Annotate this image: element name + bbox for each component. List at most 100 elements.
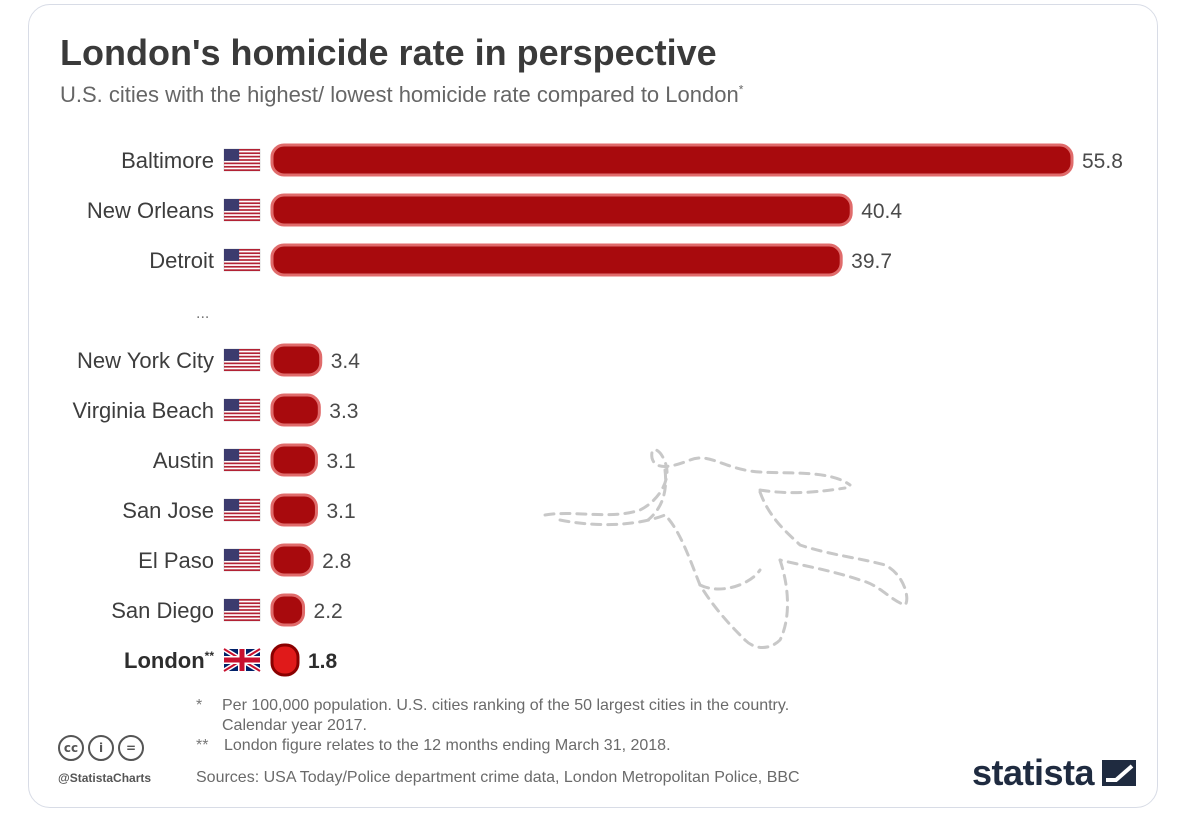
no-derivatives-icon: = bbox=[118, 735, 144, 761]
flag-stripe bbox=[224, 152, 260, 155]
flag-stripe bbox=[224, 455, 260, 458]
us-flag-icon bbox=[223, 198, 261, 222]
flag-canton bbox=[224, 449, 240, 461]
category-label: San Diego bbox=[111, 598, 214, 623]
flag-stripe bbox=[224, 565, 260, 568]
flag-stripe bbox=[224, 169, 260, 171]
chart-row: Detroit 39.7 bbox=[149, 243, 892, 277]
flag-stripe bbox=[224, 512, 260, 515]
flag-stripe bbox=[224, 549, 260, 551]
statista-logo-icon bbox=[1102, 760, 1137, 786]
flag-stripe bbox=[224, 149, 260, 151]
us-flag-icon bbox=[223, 498, 261, 522]
chart-row: Virginia Beach 3.3 bbox=[73, 393, 359, 427]
value-label: 1.8 bbox=[308, 650, 338, 673]
us-flag-icon bbox=[223, 398, 261, 422]
us-flag-icon bbox=[223, 598, 261, 622]
flag-stripe bbox=[224, 215, 260, 218]
flag-stripe bbox=[224, 252, 260, 255]
creative-commons-icon: cc bbox=[58, 735, 84, 761]
category-label: El Paso bbox=[138, 548, 214, 573]
flag-stripe bbox=[224, 509, 260, 511]
flag-stripe bbox=[224, 515, 260, 518]
category-label: Austin bbox=[153, 448, 214, 473]
value-label: 3.1 bbox=[326, 500, 355, 523]
flag-stripe bbox=[224, 155, 260, 158]
chart-subtitle: U.S. cities with the highest/ lowest hom… bbox=[60, 82, 743, 108]
flag-canton bbox=[224, 349, 240, 361]
uk-flag-icon bbox=[222, 646, 262, 674]
chart-row: San Jose 3.1 bbox=[122, 493, 356, 527]
flag-stripe bbox=[224, 499, 260, 501]
footnotes: * Per 100,000 population. U.S. cities ran… bbox=[196, 696, 789, 756]
flag-stripe bbox=[224, 219, 260, 221]
us-flag-icon bbox=[223, 448, 261, 472]
bar bbox=[270, 393, 321, 427]
category-label: Virginia Beach bbox=[73, 398, 214, 423]
footnote-1-line-1: Per 100,000 population. U.S. cities rank… bbox=[222, 697, 790, 714]
ellipsis-label: ... bbox=[196, 305, 209, 322]
flag-canton bbox=[224, 399, 240, 411]
chart-row: New York City 3.4 bbox=[77, 343, 361, 377]
us-flag-icon bbox=[223, 348, 261, 372]
sources-text: Sources: USA Today/Police department cri… bbox=[196, 769, 800, 786]
flag-stripe bbox=[224, 205, 260, 208]
flag-stripe bbox=[224, 165, 260, 168]
flag-stripe bbox=[224, 365, 260, 368]
bar bbox=[270, 643, 300, 677]
flag-stripe bbox=[224, 452, 260, 455]
statista-handle: @StatistaCharts bbox=[58, 771, 152, 785]
bar bbox=[270, 343, 323, 377]
bar bbox=[270, 193, 853, 227]
flag-stripe bbox=[224, 359, 260, 361]
flag-stripe bbox=[224, 159, 260, 161]
flag-stripe bbox=[224, 599, 260, 601]
bar bbox=[270, 593, 306, 627]
flag-stripe bbox=[224, 402, 260, 405]
bar-chart: ... Baltimore 55.8 New Orleans 40.4 Detroit 3… bbox=[73, 143, 1123, 677]
value-label: 55.8 bbox=[1082, 150, 1123, 173]
flag-stripe bbox=[224, 519, 260, 521]
chart-row: London** 1.8 bbox=[124, 643, 338, 677]
flag-canton bbox=[224, 199, 240, 211]
chart-title: London's homicide rate in perspective bbox=[60, 32, 717, 73]
footnote-2-text: London figure relates to the 12 months e… bbox=[224, 737, 671, 754]
flag-canton bbox=[224, 249, 240, 261]
value-label: 3.1 bbox=[326, 450, 355, 473]
bar bbox=[270, 243, 843, 277]
value-label: 3.4 bbox=[331, 350, 361, 373]
flag-stripe bbox=[224, 262, 260, 265]
flag-stripe bbox=[224, 259, 260, 261]
flag-stripe bbox=[224, 459, 260, 461]
bar bbox=[270, 493, 318, 527]
flag-stripe bbox=[224, 399, 260, 401]
flag-stripe bbox=[224, 469, 260, 471]
flag-stripe bbox=[224, 449, 260, 451]
us-flag-icon bbox=[223, 148, 261, 172]
flag-canton bbox=[224, 499, 240, 511]
flag-stripe bbox=[224, 465, 260, 468]
category-label: New Orleans bbox=[87, 198, 214, 223]
flag-stripe bbox=[224, 555, 260, 558]
chart-row: San Diego 2.2 bbox=[111, 593, 343, 627]
flag-stripe bbox=[224, 612, 260, 615]
flag-stripe bbox=[224, 462, 260, 465]
chart-row: Austin 3.1 bbox=[153, 443, 356, 477]
flag-stripe bbox=[224, 505, 260, 508]
flag-stripe bbox=[224, 369, 260, 371]
flag-stripe bbox=[224, 569, 260, 571]
flag-stripe bbox=[224, 209, 260, 211]
statista-logo[interactable]: statista bbox=[972, 752, 1137, 794]
value-label: 2.2 bbox=[314, 600, 343, 623]
flag-stripe bbox=[224, 212, 260, 215]
flag-stripe bbox=[224, 602, 260, 605]
value-label: 39.7 bbox=[851, 250, 892, 273]
value-label: 3.3 bbox=[329, 400, 358, 423]
bar bbox=[270, 543, 314, 577]
flag-stripe bbox=[224, 405, 260, 408]
footnote-1-line-2: Calendar year 2017. bbox=[222, 717, 367, 734]
bar bbox=[270, 443, 318, 477]
attribution-icon: i bbox=[88, 735, 114, 761]
value-label: 2.8 bbox=[322, 550, 351, 573]
flag-stripe bbox=[224, 362, 260, 365]
